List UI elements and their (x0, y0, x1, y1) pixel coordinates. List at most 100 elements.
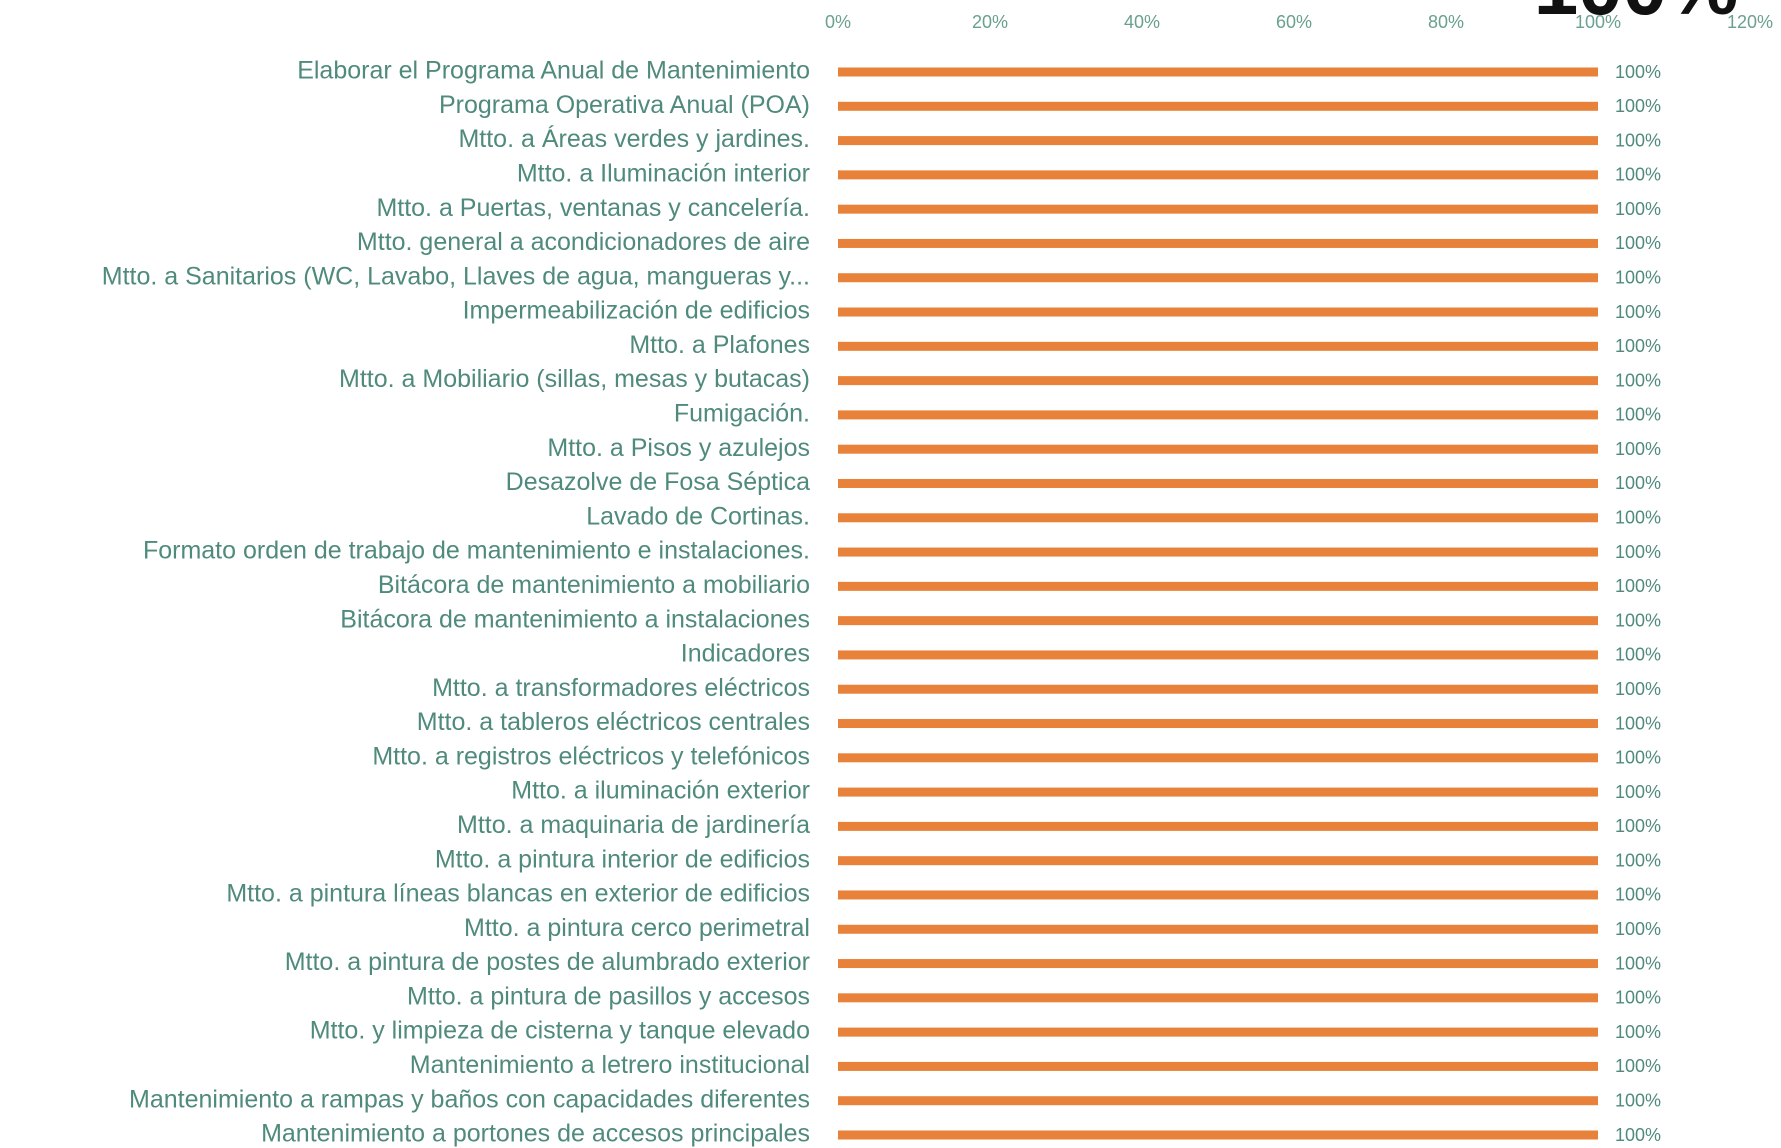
bar (838, 821, 1598, 831)
bar (838, 924, 1598, 934)
value-label: 100% (1615, 267, 1661, 287)
value-label: 100% (1615, 1125, 1661, 1145)
category-label: Mtto. y limpieza de cisterna y tanque el… (310, 1017, 810, 1045)
category-label: Bitácora de mantenimiento a mobiliario (378, 571, 810, 599)
value-label: 100% (1615, 645, 1661, 665)
value-label: 100% (1615, 233, 1661, 253)
value-label: 100% (1615, 1090, 1661, 1110)
category-label: Mtto. a maquinaria de jardinería (457, 811, 810, 839)
bar (838, 238, 1598, 248)
value-label: 100% (1615, 405, 1661, 425)
category-label: Programa Operativa Anual (POA) (439, 91, 810, 119)
value-label: 100% (1615, 988, 1661, 1008)
bar (838, 993, 1598, 1003)
bar (838, 273, 1598, 283)
value-label: 100% (1615, 165, 1661, 185)
bar (838, 410, 1598, 420)
bar (838, 616, 1598, 626)
x-tick-label: 80% (1428, 12, 1464, 32)
bar (838, 67, 1598, 77)
value-label: 100% (1615, 370, 1661, 390)
bar (838, 204, 1598, 214)
bar (838, 341, 1598, 351)
bar (838, 787, 1598, 797)
category-label: Mtto. a Puertas, ventanas y cancelería. (376, 194, 810, 222)
value-label: 100% (1615, 953, 1661, 973)
bar (838, 890, 1598, 900)
value-label: 100% (1615, 1022, 1661, 1042)
category-label: Mtto. a Sanitarios (WC, Lavabo, Llaves d… (102, 262, 810, 290)
value-label: 100% (1615, 199, 1661, 219)
value-label: 100% (1615, 508, 1661, 528)
bar (838, 444, 1598, 454)
value-label: 100% (1615, 713, 1661, 733)
chart-title: 100% (1534, 0, 1739, 31)
bar (838, 581, 1598, 591)
value-label: 100% (1615, 679, 1661, 699)
category-label: Mtto. a registros eléctricos y telefónic… (372, 742, 810, 770)
x-tick-label: 20% (972, 12, 1008, 32)
bar (838, 307, 1598, 317)
bar (838, 684, 1598, 694)
bar (838, 1130, 1598, 1140)
bar (838, 136, 1598, 146)
category-label: Mtto. a transformadores eléctricos (432, 674, 810, 702)
category-label: Mtto. a Plafones (629, 331, 810, 359)
category-label: Mtto. a pintura de pasillos y accesos (407, 982, 810, 1010)
value-label: 100% (1615, 1056, 1661, 1076)
value-label: 100% (1615, 130, 1661, 150)
bar (838, 959, 1598, 969)
category-label: Indicadores (681, 640, 810, 668)
bar (838, 547, 1598, 557)
value-label: 100% (1615, 576, 1661, 596)
category-label: Elaborar el Programa Anual de Mantenimie… (297, 57, 810, 85)
value-label: 100% (1615, 850, 1661, 870)
category-label: Mtto. a tableros eléctricos centrales (417, 708, 810, 736)
value-label: 100% (1615, 782, 1661, 802)
category-label: Formato orden de trabajo de mantenimient… (143, 537, 810, 565)
bar (838, 650, 1598, 660)
category-label: Lavado de Cortinas. (586, 502, 810, 530)
value-label: 100% (1615, 748, 1661, 768)
category-label: Mtto. a Pisos y azulejos (547, 434, 810, 462)
bar (838, 753, 1598, 763)
category-label: Mantenimiento a portones de accesos prin… (261, 1120, 810, 1148)
value-label: 100% (1615, 96, 1661, 116)
category-label: Mtto. general a acondicionadores de aire (357, 228, 810, 256)
value-label: 100% (1615, 302, 1661, 322)
bar (838, 1027, 1598, 1037)
category-label: Mtto. a iluminación exterior (511, 777, 810, 805)
x-tick-label: 40% (1124, 12, 1160, 32)
bar (838, 1061, 1598, 1071)
value-label: 100% (1615, 610, 1661, 630)
value-label: 100% (1615, 473, 1661, 493)
bar (838, 478, 1598, 488)
category-label: Mtto. a Mobiliario (sillas, mesas y buta… (339, 365, 810, 393)
x-tick-label: 0% (825, 12, 851, 32)
value-label: 100% (1615, 919, 1661, 939)
category-label: Mtto. a Áreas verdes y jardines. (458, 124, 810, 153)
category-label: Mtto. a pintura líneas blancas en exteri… (226, 880, 810, 908)
x-tick-label: 60% (1276, 12, 1312, 32)
category-label: Mtto. a pintura interior de edificios (435, 845, 810, 873)
value-label: 100% (1615, 542, 1661, 562)
value-label: 100% (1615, 62, 1661, 82)
category-label: Mantenimiento a letrero institucional (410, 1051, 810, 1079)
category-label: Impermeabilización de edificios (463, 297, 810, 325)
value-label: 100% (1615, 439, 1661, 459)
value-label: 100% (1615, 336, 1661, 356)
bar (838, 376, 1598, 386)
bar (838, 513, 1598, 523)
category-label: Mtto. a pintura cerco perimetral (464, 914, 810, 942)
bar (838, 856, 1598, 866)
bar (838, 101, 1598, 111)
x-tick-label: 120% (1727, 12, 1773, 32)
category-label: Fumigación. (674, 400, 810, 428)
value-label: 100% (1615, 885, 1661, 905)
category-label: Bitácora de mantenimiento a instalacione… (340, 605, 810, 633)
category-label: Mtto. a pintura de postes de alumbrado e… (285, 948, 810, 976)
bar (838, 1096, 1598, 1106)
x-tick-label: 100% (1575, 12, 1621, 32)
category-label: Mantenimiento a rampas y baños con capac… (129, 1085, 810, 1113)
